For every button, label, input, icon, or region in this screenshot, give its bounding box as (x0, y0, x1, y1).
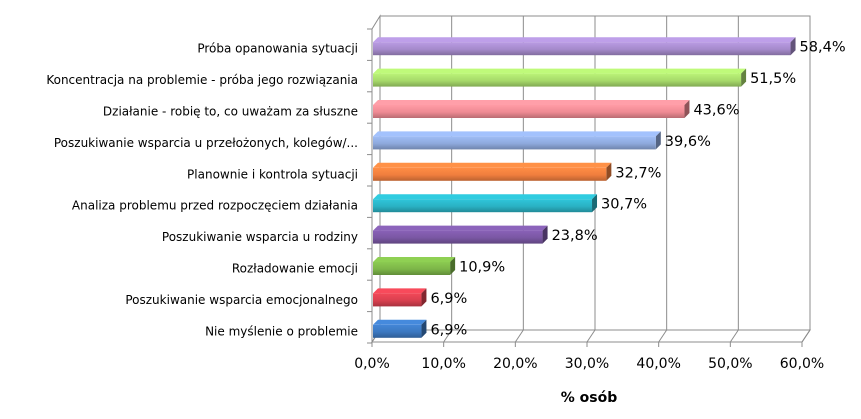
value-label: 51,5% (750, 71, 796, 87)
x-tick-labels: 0,0% 10,0% 20,0% 30,0% 40,0% 50,0% 60,0% (354, 356, 824, 372)
value-label: 30,7% (601, 197, 647, 213)
category-label: Koncentracja na problemie - próba jego r… (46, 73, 358, 87)
x-tick-label: 30,0% (565, 356, 609, 372)
category-label: Planownie i kontrola sytuacji (187, 167, 358, 181)
bar-end-face (655, 131, 661, 150)
x-tick-label: 50,0% (708, 356, 752, 372)
bar-end-face (421, 319, 427, 338)
bar-top-face (373, 257, 456, 262)
x-tick-label: 0,0% (354, 356, 390, 372)
category-label: Poszukiwanie wsparcia emocjonalnego (125, 293, 358, 307)
bar (373, 100, 690, 118)
value-label: 6,9% (430, 291, 467, 307)
bar (373, 225, 548, 244)
category-label: Analiza problemu przed rozpoczęciem dzia… (72, 199, 358, 213)
category-label: Poszukiwanie wsparcia u rodziny (162, 230, 358, 244)
bar-front-face (373, 105, 685, 118)
bar-top-face (373, 37, 796, 43)
bar-top-face (373, 162, 612, 168)
bar-front-face (373, 42, 791, 56)
floor-gridline (514, 329, 524, 343)
bar (373, 257, 456, 275)
category-labels: Próba opanowania sytuacji Koncentracja na… (46, 42, 358, 339)
bar (373, 131, 661, 150)
value-label: 39,6% (665, 134, 711, 150)
value-label: 10,9% (459, 260, 505, 276)
x-tick-label: 10,0% (421, 356, 465, 372)
floor-gridline (729, 329, 739, 343)
bar-end-face (790, 37, 796, 56)
bar-end-face (606, 162, 612, 181)
bar-end-face (684, 100, 690, 118)
bar (373, 37, 796, 56)
category-label: Działanie - robię to, co uważam za słusz… (103, 105, 358, 119)
floor-gridline (443, 329, 453, 343)
x-tick-label: 40,0% (636, 356, 680, 372)
bar-front-face (373, 73, 742, 87)
category-label: Poszukiwanie wsparcia u przełożonych, ko… (54, 136, 358, 150)
value-labels: 58,4%51,5% 43,6% 39,6%32,7% 30,7%23,8% 10,9%… (430, 40, 845, 339)
bar-top-face (373, 288, 427, 294)
value-label: 23,8% (552, 228, 598, 244)
floor-gridline (801, 329, 811, 343)
value-label: 43,6% (693, 103, 739, 119)
bar-front-face (373, 293, 422, 307)
bar-front-face (373, 167, 607, 181)
bar (373, 68, 747, 87)
bar-front-face (373, 324, 422, 338)
floor-gridline (586, 329, 596, 343)
bar-front-face (373, 199, 593, 213)
bar-end-face (592, 194, 598, 213)
bar-top-face (373, 68, 747, 74)
bar-front-face (373, 136, 656, 150)
bar-end-face (542, 225, 548, 244)
bar-top-face (373, 131, 661, 137)
x-axis-title: % osób (561, 390, 618, 406)
floor-gridline (658, 329, 668, 343)
bar-front-face (373, 262, 451, 275)
value-label: 32,7% (615, 165, 661, 181)
value-label: 58,4% (800, 40, 846, 56)
bar-top-face (373, 100, 690, 105)
bar-end-face (421, 288, 427, 307)
x-tick-label: 20,0% (493, 356, 537, 372)
bar-top-face (373, 225, 548, 231)
bar (373, 288, 427, 307)
bar (373, 319, 427, 338)
category-label: Nie myślenie o problemie (205, 324, 358, 338)
bar-end-face (450, 257, 456, 275)
bar (373, 194, 598, 213)
bar (373, 162, 612, 181)
value-label: 6,9% (430, 322, 467, 338)
x-tick-label: 60,0% (780, 356, 824, 372)
bar-top-face (373, 194, 598, 200)
bar-front-face (373, 230, 543, 244)
bar-top-face (373, 319, 427, 325)
bars (373, 37, 796, 338)
bar-end-face (741, 68, 747, 87)
category-label: Rozładowanie emocji (232, 262, 358, 276)
category-label: Próba opanowania sytuacji (197, 42, 358, 56)
